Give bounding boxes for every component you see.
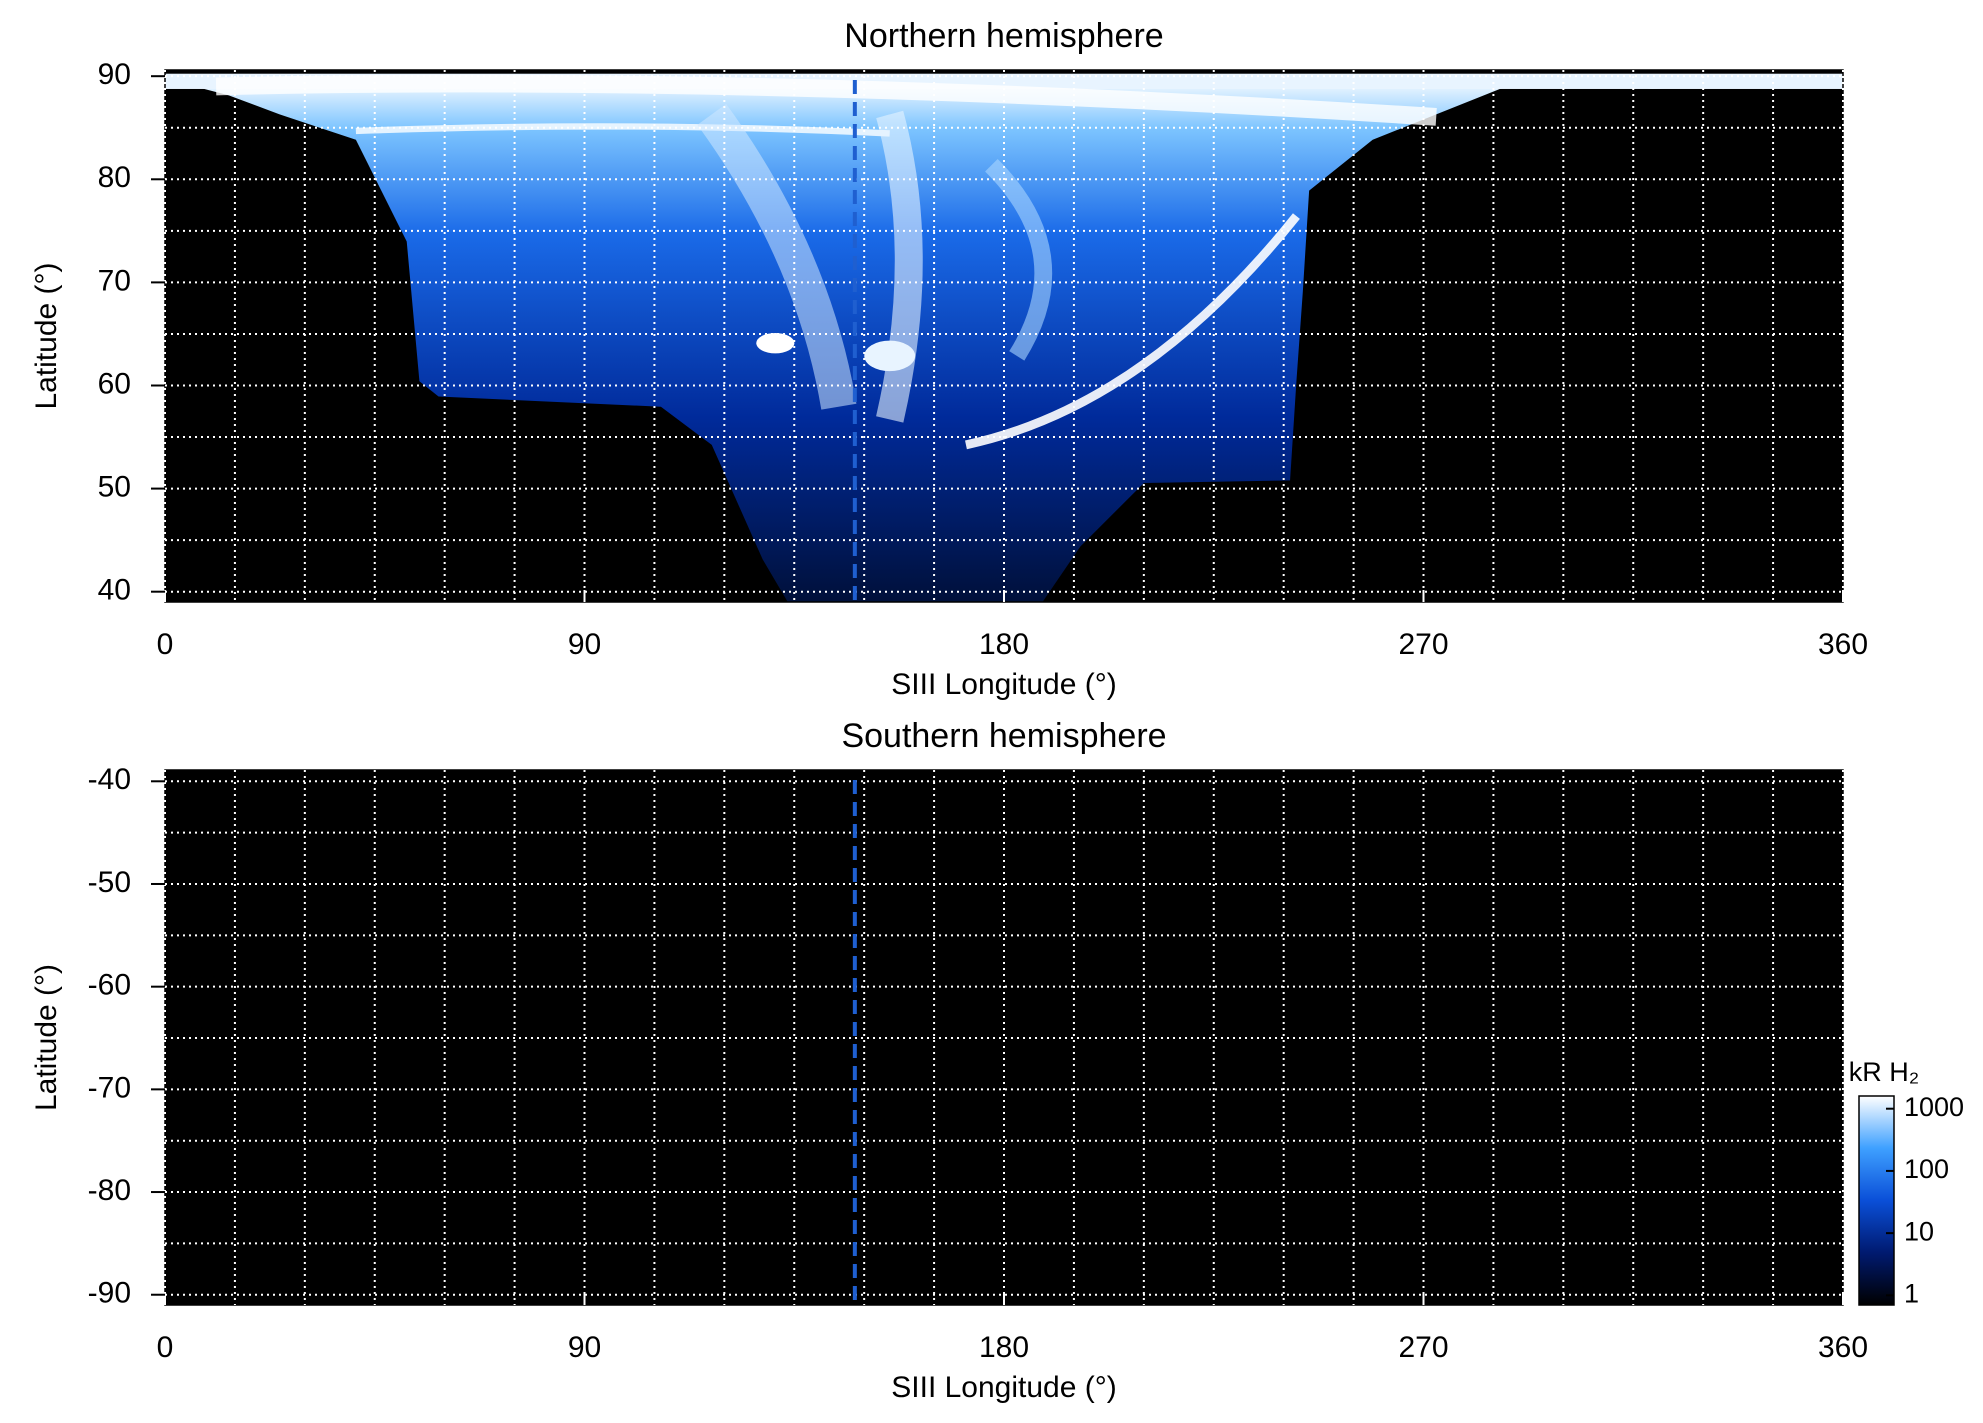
x-tick-label: 270 xyxy=(1398,1331,1448,1364)
x-tick-label: 180 xyxy=(979,628,1029,661)
colorbar-label: kR H₂ xyxy=(1849,1057,1919,1087)
plot-background xyxy=(165,770,1843,1305)
x-tick-label: 360 xyxy=(1818,628,1868,661)
chart-title: Northern hemisphere xyxy=(844,17,1163,55)
x-tick-label: 270 xyxy=(1398,628,1448,661)
x-tick-label: 360 xyxy=(1818,1331,1868,1364)
y-tick-label: -60 xyxy=(88,969,131,1002)
x-tick-label: 90 xyxy=(568,1331,601,1364)
colorbar-tick-label: 10 xyxy=(1904,1216,1934,1246)
x-tick-label: 0 xyxy=(157,1331,174,1364)
x-tick-label: 90 xyxy=(568,628,601,661)
y-tick-label: 90 xyxy=(98,58,131,91)
y-tick-label: 80 xyxy=(98,161,131,194)
y-axis-title: Latitude (°) xyxy=(30,964,63,1111)
y-tick-label: -80 xyxy=(88,1174,131,1207)
y-tick-label: 40 xyxy=(98,574,131,607)
x-tick-label: 0 xyxy=(157,628,174,661)
x-axis-title: SIII Longitude (°) xyxy=(891,668,1116,701)
y-tick-label: -70 xyxy=(88,1071,131,1104)
colorbar xyxy=(1858,1095,1895,1306)
y-tick-label: -90 xyxy=(88,1277,131,1310)
x-axis-title: SIII Longitude (°) xyxy=(891,1371,1116,1404)
y-tick-label: -50 xyxy=(88,866,131,899)
y-tick-label: 50 xyxy=(98,471,131,504)
y-tick-label: -40 xyxy=(88,763,131,796)
y-tick-label: 70 xyxy=(98,264,131,297)
x-tick-label: 180 xyxy=(979,1331,1029,1364)
colorbar-tick-label: 1 xyxy=(1904,1278,1919,1308)
colorbar-tick-label: 1000 xyxy=(1904,1092,1964,1122)
y-tick-label: 60 xyxy=(98,367,131,400)
chart-title: Southern hemisphere xyxy=(841,717,1166,755)
y-axis-title: Latitude (°) xyxy=(30,262,63,409)
colorbar-tick-label: 100 xyxy=(1904,1154,1949,1184)
